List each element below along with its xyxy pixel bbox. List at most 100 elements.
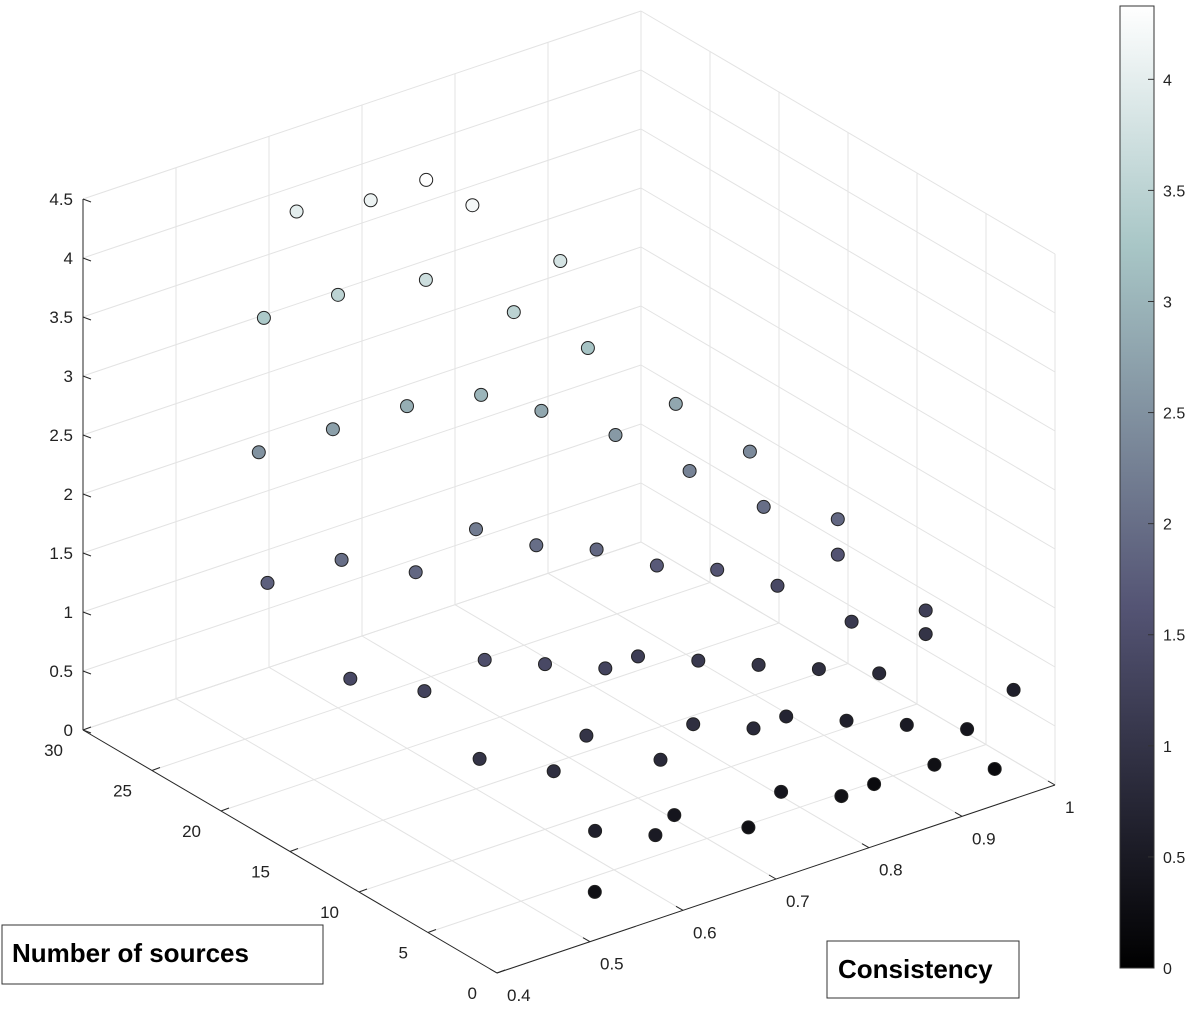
right-wall-gridline xyxy=(640,187,1056,432)
x-tick-mark xyxy=(675,905,684,911)
y-tick-label: 0 xyxy=(468,984,477,1003)
data-point xyxy=(756,499,771,514)
z-tick-label: 4.5 xyxy=(49,190,73,209)
data-point xyxy=(587,884,602,899)
back-wall-gridline xyxy=(82,187,642,377)
z-tick-label: 2 xyxy=(64,485,73,504)
x-tick-label: 0.9 xyxy=(972,829,996,848)
data-point xyxy=(343,671,358,686)
data-point xyxy=(960,722,975,737)
right-wall-gridline xyxy=(640,69,1056,314)
x-tick-label: 0.8 xyxy=(879,861,903,880)
colorbar-tick-label: 3.5 xyxy=(1163,183,1185,200)
data-point xyxy=(598,661,613,676)
data-point xyxy=(648,828,663,843)
z-tick-label: 1 xyxy=(64,603,73,622)
data-point xyxy=(682,463,697,478)
data-point xyxy=(779,709,794,724)
colorbar-tick-label: 3 xyxy=(1163,294,1172,311)
data-point xyxy=(774,784,789,799)
y-tick-mark xyxy=(496,969,506,974)
y-tick-mark xyxy=(358,888,368,893)
z-tick-mark xyxy=(82,552,92,557)
data-point xyxy=(741,820,756,835)
data-point xyxy=(251,445,266,460)
data-point xyxy=(472,751,487,766)
data-point xyxy=(653,752,668,767)
data-point xyxy=(918,627,933,642)
data-point xyxy=(589,542,604,557)
right-wall-gridline xyxy=(640,364,1056,609)
data-point xyxy=(538,657,552,672)
back-wall-gridline xyxy=(82,10,642,200)
data-point xyxy=(830,512,845,527)
z-tick-mark xyxy=(82,670,92,675)
colorbar-tick-label: 1 xyxy=(1163,739,1172,756)
colorbar-tick-label: 0 xyxy=(1163,961,1172,978)
data-point xyxy=(325,422,340,437)
data-point xyxy=(553,254,568,269)
data-point xyxy=(477,652,492,667)
z-tick-mark xyxy=(82,493,92,498)
colorbar-gradient xyxy=(1119,5,1155,969)
data-point xyxy=(746,721,761,736)
data-point xyxy=(710,562,725,577)
data-point xyxy=(256,310,271,325)
z-tick-label: 0 xyxy=(64,721,73,740)
data-point xyxy=(839,713,854,728)
x-tick-mark xyxy=(768,874,777,880)
right-wall-gridline xyxy=(640,305,1056,550)
data-point xyxy=(872,666,887,681)
data-point xyxy=(546,764,561,779)
z-tick-label: 2.5 xyxy=(49,426,73,445)
y-axis-title: Number of sources xyxy=(12,938,249,968)
back-wall-gridline xyxy=(82,541,642,731)
back-wall-gridline xyxy=(82,69,642,259)
y-tick-mark xyxy=(151,767,161,771)
data-point xyxy=(506,305,521,320)
z-tick-label: 3.5 xyxy=(49,308,73,327)
data-point xyxy=(260,575,275,590)
back-wall-gridline xyxy=(82,423,642,613)
floor-gridline xyxy=(289,663,849,852)
z-tick-mark xyxy=(82,611,92,616)
data-point xyxy=(686,717,701,732)
y-tick-mark xyxy=(82,726,92,731)
colorbar-tick-label: 0.5 xyxy=(1163,850,1185,867)
data-point xyxy=(867,777,882,792)
back-wall-gridline xyxy=(82,128,642,318)
z-tick-label: 1.5 xyxy=(49,544,73,563)
tick-labels: 0.40.50.60.70.80.9105101520253000.511.52… xyxy=(44,190,1074,1005)
back-wall-gridline xyxy=(82,482,642,672)
data-point xyxy=(608,428,623,443)
z-tick-mark xyxy=(82,198,92,203)
data-point xyxy=(408,565,423,580)
x-tick-mark xyxy=(1047,780,1056,786)
data-point xyxy=(580,341,595,356)
data-point xyxy=(529,538,544,553)
colorbar-ticks: 0 0.5 1 1.5 2 2.5 3 3.5 4 xyxy=(1148,72,1185,978)
x-tick-mark xyxy=(489,968,498,974)
y-tick-label: 15 xyxy=(251,863,270,882)
x-tick-label: 0.5 xyxy=(600,955,624,974)
z-tick-mark xyxy=(82,257,92,262)
colorbar-tick-label: 2 xyxy=(1163,517,1172,534)
z-tick-mark xyxy=(82,316,92,321)
data-point xyxy=(465,198,480,213)
data-point xyxy=(331,287,345,302)
back-wall-gridline xyxy=(82,246,642,436)
data-point xyxy=(649,558,664,573)
data-point xyxy=(668,396,683,411)
right-wall-gridline xyxy=(640,128,1056,373)
right-wall-gridline xyxy=(640,482,1056,727)
z-tick-label: 4 xyxy=(64,249,73,268)
z-tick-label: 0.5 xyxy=(49,662,73,681)
y-tick-label: 30 xyxy=(44,741,63,760)
z-tick-mark xyxy=(82,375,92,380)
z-tick-label: 3 xyxy=(64,367,73,386)
data-point xyxy=(418,272,433,287)
data-point xyxy=(987,761,1002,776)
right-wall-gridline xyxy=(640,10,1056,255)
y-tick-mark xyxy=(427,929,437,933)
